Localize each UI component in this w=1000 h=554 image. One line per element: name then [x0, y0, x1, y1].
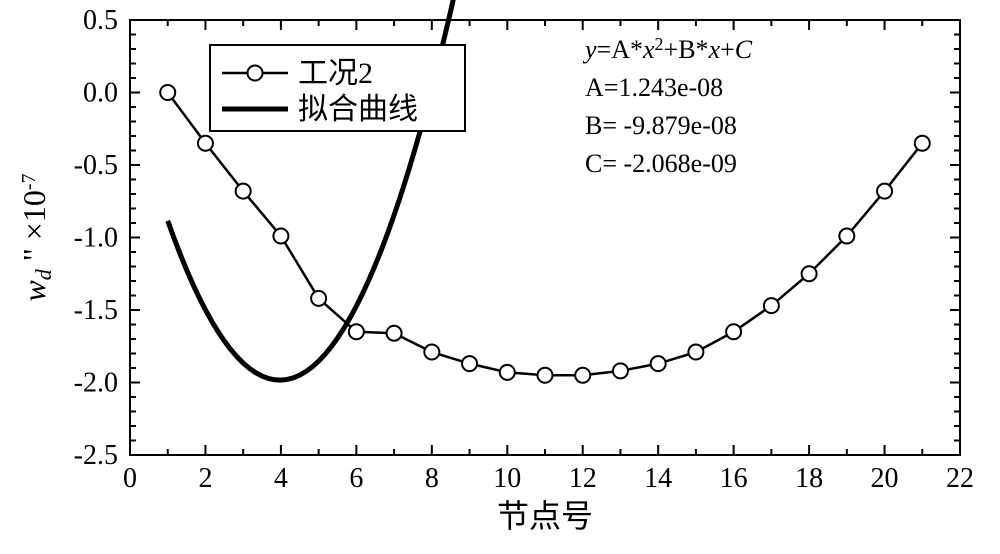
equation-line: y=A*x2+B*x+C	[582, 34, 753, 64]
x-tick-label: 8	[425, 463, 439, 494]
legend-label: 拟合曲线	[298, 93, 418, 126]
chart-svg: 0 2 4 6 8 10 12 14 16 18 20 22 -2.5 -2.0 -1.5 -1.0 -0.5 0…	[0, 0, 1000, 554]
data-point	[160, 85, 175, 100]
data-point	[839, 229, 854, 244]
legend-label: 工况2	[298, 57, 373, 90]
y-axis-title: wd " ×10-7	[16, 173, 56, 301]
x-tick-label: 22	[946, 463, 974, 494]
y-tick-label: -2.5	[74, 440, 118, 471]
y-tick-label: 0.5	[83, 5, 118, 36]
x-tick-label: 16	[720, 463, 748, 494]
x-tick-label: 2	[198, 463, 212, 494]
data-point	[273, 229, 288, 244]
equation-line: C= -2.068e-09	[585, 149, 737, 178]
data-point	[236, 184, 251, 199]
y-tick-label: 0.0	[83, 78, 118, 109]
data-point	[198, 136, 213, 151]
data-point	[462, 356, 477, 371]
y-tick-label: -1.0	[74, 223, 118, 254]
data-point	[802, 266, 817, 281]
x-tick-label: 20	[871, 463, 899, 494]
data-point	[500, 365, 515, 380]
data-point	[764, 298, 779, 313]
data-point	[387, 326, 402, 341]
y-tick-label: -1.5	[74, 295, 118, 326]
x-tick-label: 18	[795, 463, 823, 494]
data-point	[877, 184, 892, 199]
x-axis-title: 节点号	[497, 498, 593, 534]
data-point	[424, 345, 439, 360]
data-point	[915, 136, 930, 151]
equation-block: y=A*x2+B*x+C A=1.243e-08 B= -9.879e-08 C= -…	[582, 34, 753, 178]
data-point	[575, 368, 590, 383]
data-point	[311, 291, 326, 306]
legend: 工况2拟合曲线	[210, 45, 465, 131]
data-point	[651, 356, 666, 371]
data-point	[349, 324, 364, 339]
x-tick-label: 4	[274, 463, 288, 494]
data-point	[688, 345, 703, 360]
data-point	[613, 363, 628, 378]
equation-line: A=1.243e-08	[585, 73, 723, 102]
data-point	[726, 324, 741, 339]
x-tick-label: 12	[569, 463, 597, 494]
y-tick-label: -2.0	[74, 368, 118, 399]
data-point	[538, 368, 553, 383]
y-tick-label: -0.5	[74, 150, 118, 181]
x-tick-label: 6	[349, 463, 363, 494]
chart-container: 0 2 4 6 8 10 12 14 16 18 20 22 -2.5 -2.0 -1.5 -1.0 -0.5 0…	[0, 0, 1000, 554]
equation-line: B= -9.879e-08	[585, 111, 737, 140]
y-ticks: -2.5 -2.0 -1.5 -1.0 -0.5 0.0 0.5	[74, 5, 960, 471]
x-tick-label: 0	[123, 463, 137, 494]
x-tick-label: 14	[644, 463, 672, 494]
x-tick-label: 10	[493, 463, 521, 494]
